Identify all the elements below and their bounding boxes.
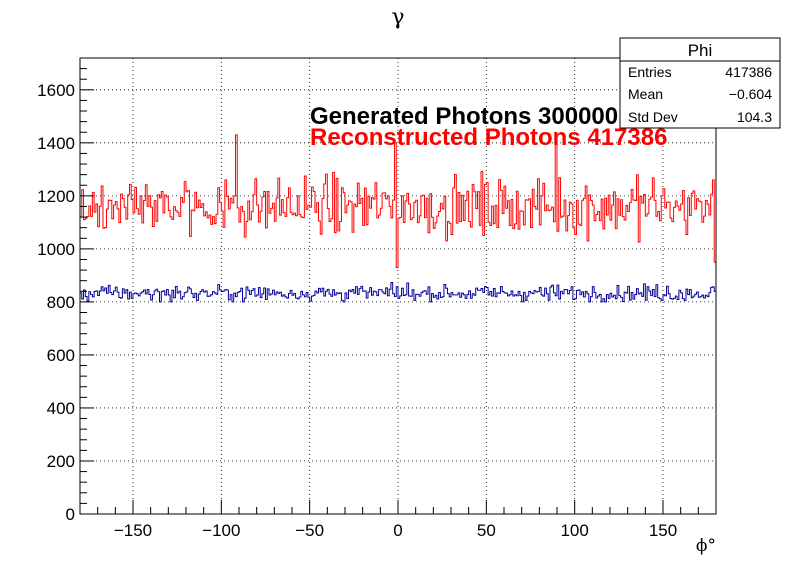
- x-tick-label: −100: [202, 521, 240, 540]
- axes: −150 −100 −50 0 50 100 150 0 200 400 600 800 1000 120…: [37, 57, 717, 540]
- y-tick-label: 1600: [37, 81, 75, 100]
- stats-box-title: Phi: [688, 41, 713, 60]
- legend: Generated Photons 300000 Reconstructed P…: [310, 103, 667, 151]
- x-tick-label: −50: [295, 521, 324, 540]
- grid-lines: [80, 58, 716, 514]
- y-tick-label: 200: [47, 452, 75, 471]
- y-tick-label: 0: [66, 505, 75, 524]
- y-tick-label: 800: [47, 293, 75, 312]
- chart-title: γ: [391, 5, 404, 30]
- stats-stddev-value: 104.3: [737, 109, 772, 125]
- stats-entries-value: 417386: [725, 64, 772, 80]
- x-tick-label: 50: [477, 521, 496, 540]
- stats-stddev-label: Std Dev: [628, 109, 678, 125]
- y-tick-label: 1400: [37, 134, 75, 153]
- reconstructed-histogram-outline: [80, 134, 716, 268]
- y-tick-label: 400: [47, 399, 75, 418]
- stats-entries-label: Entries: [628, 64, 672, 80]
- generated-histogram-outline: [80, 281, 716, 303]
- x-axis-label: ϕ°: [696, 536, 716, 556]
- x-tick-label: −150: [114, 521, 152, 540]
- stats-box-frame: [619, 37, 781, 129]
- x-tick-label: 150: [649, 521, 677, 540]
- stats-mean-value: −0.604: [729, 86, 772, 102]
- stats-mean-label: Mean: [628, 86, 663, 102]
- y-tick-label: 600: [47, 346, 75, 365]
- legend-reconstructed: Reconstructed Photons 417386: [310, 124, 667, 151]
- generated-histogram: [80, 281, 716, 303]
- x-tick-label: 0: [393, 521, 402, 540]
- stats-box: Phi Entries 417386 Mean −0.604 Std Dev 1…: [619, 37, 781, 129]
- reconstructed-histogram: [80, 134, 716, 268]
- x-tick-label: 100: [560, 521, 588, 540]
- y-tick-label: 1000: [37, 240, 75, 259]
- legend-generated: Generated Photons 300000: [310, 103, 618, 130]
- y-tick-label: 1200: [37, 187, 75, 206]
